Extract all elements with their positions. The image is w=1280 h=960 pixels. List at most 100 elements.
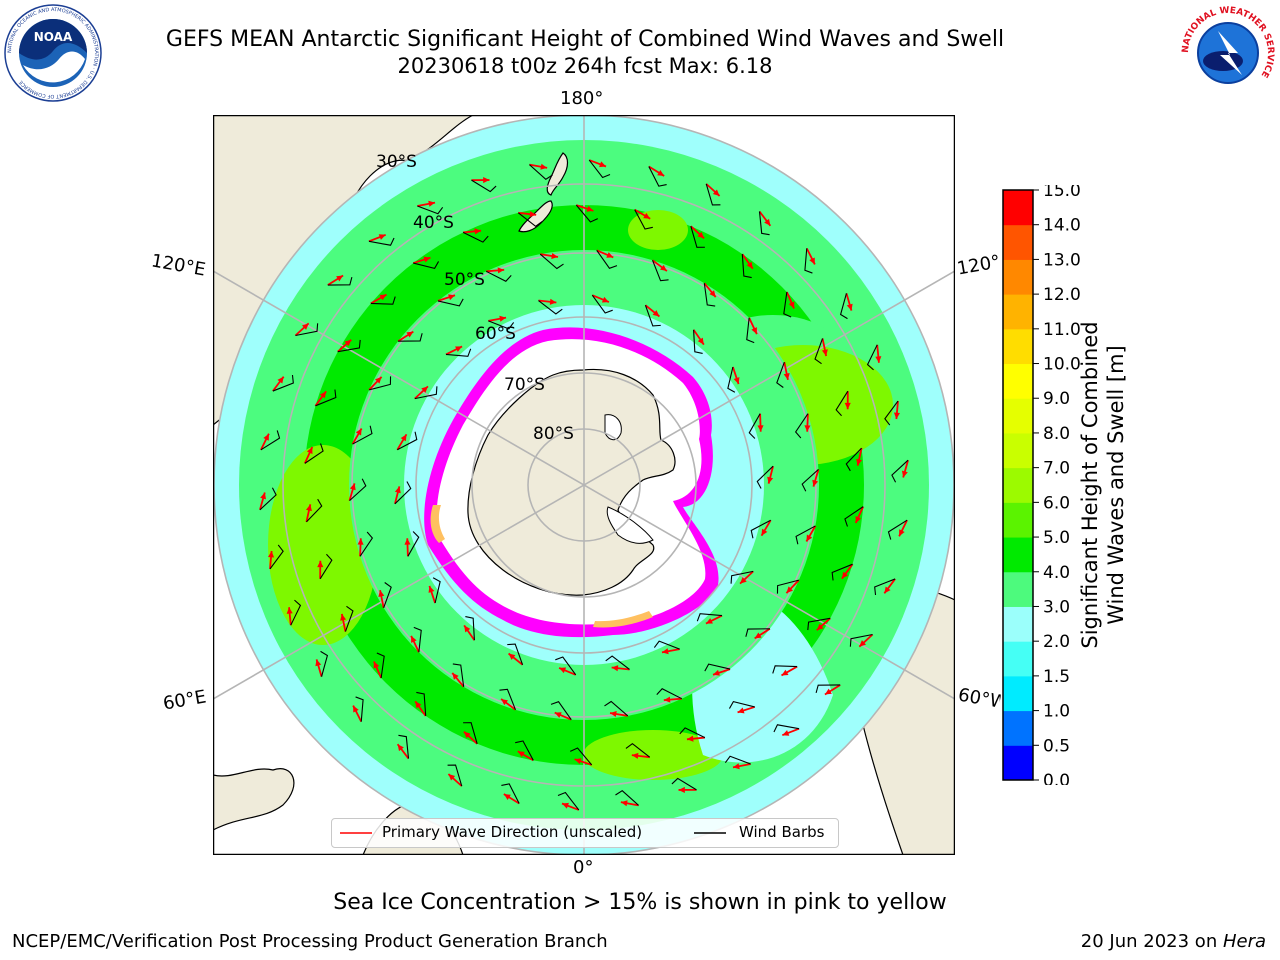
colorbar-segment xyxy=(1003,710,1033,746)
colorbar-tick-label: 14.0 xyxy=(1043,216,1081,236)
wind-barb xyxy=(550,701,572,720)
map-legend: Primary Wave Direction (unscaled) Wind B… xyxy=(331,818,839,848)
lon-label-120w: 120°W xyxy=(955,251,1001,280)
wave-direction-arrowhead xyxy=(788,301,795,309)
wind-barb xyxy=(463,722,478,744)
wind-barb xyxy=(591,294,613,314)
wave-direction-arrowhead xyxy=(353,705,359,713)
wind-barb xyxy=(615,790,639,806)
wind-barb xyxy=(394,481,412,505)
sea-ice-caption: Sea Ice Concentration > 15% is shown in … xyxy=(333,890,947,915)
wave-direction-arrowhead xyxy=(757,425,764,432)
wind-barb xyxy=(730,570,754,584)
wind-barb xyxy=(295,323,319,337)
wave-direction-arrowhead xyxy=(448,774,456,781)
wind-barb xyxy=(758,211,770,236)
colorbar-segment xyxy=(1003,537,1033,573)
wind-barb xyxy=(383,582,392,609)
wave-vectors xyxy=(259,159,909,811)
wind-barb xyxy=(368,376,392,391)
wind-barb xyxy=(884,400,899,426)
wave-direction-arrowhead xyxy=(483,177,490,184)
wave-direction-arrowhead xyxy=(737,707,745,714)
wave-direction-arrowhead xyxy=(893,412,900,420)
wave-direction-arrowhead xyxy=(561,802,569,809)
wave-direction-arrowhead xyxy=(599,161,607,168)
polar-map xyxy=(213,115,955,855)
wave-direction-arrowhead xyxy=(660,264,667,272)
wind-barb xyxy=(432,577,441,604)
noaa-logo-text: NOAA xyxy=(34,30,73,44)
wind-barb xyxy=(352,425,373,445)
wave-direction-arrowhead xyxy=(574,758,582,765)
wave-direction-arrowhead xyxy=(764,218,771,226)
colorbar-tick-label: 0.5 xyxy=(1043,736,1070,756)
wind-barb xyxy=(866,344,878,371)
lat-label-80s: 80°S xyxy=(533,424,574,444)
wind-barb xyxy=(696,613,723,622)
wave-direction-arrowhead xyxy=(709,290,716,298)
wave-direction-arrowhead xyxy=(286,607,293,614)
wind-barb xyxy=(538,300,563,315)
colorbar-segment xyxy=(1003,432,1033,469)
wind-barb xyxy=(413,626,422,653)
wave-direction-arrowhead xyxy=(606,252,614,258)
wind-barb xyxy=(750,519,771,539)
wind-barb xyxy=(517,212,543,228)
wave-direction-arrowhead xyxy=(421,386,428,393)
wind-barb xyxy=(807,617,831,631)
colorbar-tick-label: 10.0 xyxy=(1043,355,1081,375)
wind-barb xyxy=(349,478,367,502)
noaa-logo: NATIONAL OCEANIC AND ATMOSPHERIC ADMINIS… xyxy=(4,4,102,102)
wave-direction-arrowhead xyxy=(712,189,720,196)
wave-direction-arrowhead xyxy=(663,696,671,703)
wave-direction-arrowhead xyxy=(732,763,740,770)
wind-barb xyxy=(724,755,751,765)
wave-direction-arrowhead xyxy=(559,667,567,674)
colorbar-tick-label: 5.0 xyxy=(1043,528,1070,548)
wind-barb xyxy=(776,361,785,388)
lat-label-40s: 40°S xyxy=(413,213,454,233)
wind-barb xyxy=(849,633,873,647)
colorbar-tick-label: 11.0 xyxy=(1043,320,1081,340)
wave-direction-arrowhead xyxy=(499,315,507,322)
wave-direction-arrowhead xyxy=(497,267,505,274)
footer-date: 20 Jun 2023 on Hera xyxy=(1080,931,1266,952)
wave-direction-arrowhead xyxy=(317,560,324,568)
wind-barb xyxy=(745,628,770,637)
wave-direction-arrowhead xyxy=(415,701,422,709)
wave-direction-arrowhead xyxy=(260,492,267,500)
wave-direction-arrowhead xyxy=(397,744,404,752)
wave-direction-arrowhead xyxy=(846,303,853,311)
wind-barb xyxy=(465,616,475,641)
wind-barb xyxy=(772,665,798,674)
wind-barb xyxy=(703,283,716,307)
wind-barb xyxy=(605,655,630,670)
wind-barb xyxy=(795,525,816,545)
wave-direction-arrowhead xyxy=(268,550,275,558)
wave-direction-arrowhead xyxy=(824,688,832,695)
wave-direction-arrowhead xyxy=(806,534,813,542)
wave-direction-arrowhead xyxy=(277,376,284,384)
wave-direction-arrowhead xyxy=(319,391,327,399)
wind-barb xyxy=(290,599,302,626)
wind-barb xyxy=(891,459,909,483)
wind-barb xyxy=(501,783,520,804)
wave-direction-arrowhead xyxy=(549,298,557,305)
colorbar-segment xyxy=(1003,398,1033,434)
wind-barb xyxy=(671,777,697,791)
colorbar-label: Significant Height of Combined Wind Wave… xyxy=(1078,321,1128,649)
wind-barb xyxy=(748,413,761,439)
wind-barb xyxy=(756,465,774,489)
lat-label-70s: 70°S xyxy=(504,375,545,395)
wave-direction-arrowhead xyxy=(697,337,704,345)
wave-direction-arrowhead xyxy=(411,635,417,643)
wave-direction-arrowhead xyxy=(652,310,660,317)
wind-barb xyxy=(368,237,395,246)
wave-direction-arrowhead xyxy=(305,504,312,512)
wave-direction-arrowhead xyxy=(406,331,414,338)
wind-barb xyxy=(773,724,800,733)
wave-direction-legend-line xyxy=(340,832,372,834)
wind-barb xyxy=(634,209,653,230)
wind-barb xyxy=(783,291,792,318)
